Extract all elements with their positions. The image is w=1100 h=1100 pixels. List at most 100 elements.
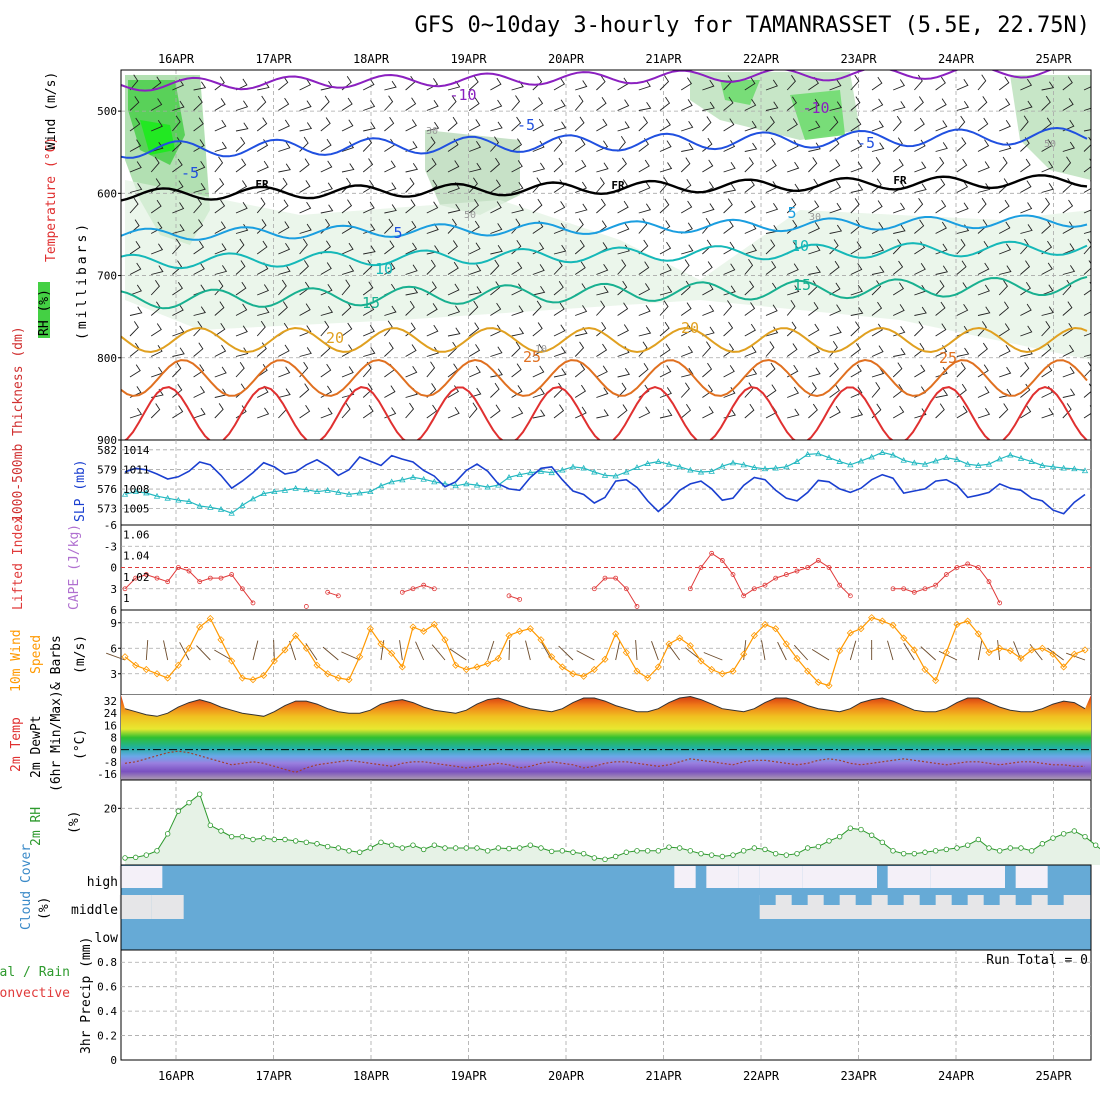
rh2m-point-1 — [132, 854, 139, 861]
upper-barb-562 — [341, 322, 353, 337]
wind-point-84 — [1017, 654, 1025, 663]
upper-barb-747 — [362, 404, 374, 419]
upper-barb-50 — [214, 98, 226, 111]
upper-barb-683 — [956, 362, 966, 378]
rh2m-point-70 — [868, 832, 875, 838]
upper-barb-280 — [214, 199, 226, 214]
li-point-82 — [997, 600, 1003, 606]
upper-barb-523 — [490, 302, 502, 316]
upper-barb-131 — [956, 115, 966, 132]
wind-barb-60 — [761, 640, 766, 661]
temp2m-label-1: 2m Temp — [9, 717, 24, 772]
rh2m-point-45 — [602, 856, 608, 863]
rh2m-point-28 — [420, 846, 427, 853]
slp-tick-0: 1014 — [123, 444, 150, 457]
wind-point-68 — [846, 629, 854, 637]
thickness-line — [124, 451, 1086, 514]
cloud-gap-75 — [919, 895, 936, 905]
thickness-point-59 — [751, 464, 758, 470]
upper-barb-761 — [659, 409, 673, 419]
li-point-48 — [634, 604, 640, 609]
upper-barb-544 — [935, 301, 946, 316]
upper-barb-99 — [278, 119, 290, 132]
rh2m-point-47 — [623, 849, 630, 855]
thickness-point-74 — [911, 459, 918, 466]
li-point-44 — [591, 586, 597, 592]
slp-tick-2: 1008 — [123, 483, 150, 496]
wind-point-15 — [281, 646, 289, 654]
upper-barb-206 — [596, 162, 609, 173]
upper-barb-330 — [299, 223, 312, 234]
rh2m-point-79 — [964, 842, 971, 848]
thickness-point-23 — [367, 488, 374, 495]
wind-point-81 — [985, 648, 993, 657]
upper-barb-36 — [893, 79, 906, 91]
upper-barb-479 — [532, 286, 546, 296]
upper-barb-476 — [469, 286, 482, 296]
upper-barb-116 — [638, 116, 649, 132]
isotherm-label-13: 20 — [681, 319, 699, 337]
thickness-point-14 — [271, 488, 278, 495]
rh2m-point-61 — [772, 850, 779, 857]
upper-barb-27 — [702, 79, 715, 91]
wind-point-43 — [580, 672, 588, 680]
upper-barb-90 — [1062, 98, 1074, 111]
upper-barb-522 — [468, 300, 479, 316]
upper-barb-213 — [744, 157, 754, 173]
wind-point-77 — [942, 648, 950, 657]
temp-fill — [121, 695, 1091, 780]
thickness-tick-3: 573 — [97, 503, 117, 516]
upper-barb-326 — [214, 221, 226, 234]
thickness-point-53 — [687, 466, 694, 473]
precip-grid — [121, 950, 1091, 1060]
thickness-point-79 — [964, 460, 971, 467]
upper-barb-39 — [956, 79, 969, 91]
upper-barb-208 — [638, 159, 650, 173]
upper-barb-109 — [490, 121, 503, 132]
upper-barb-235 — [235, 180, 248, 193]
wind-point-39 — [537, 636, 545, 644]
isotherm-label-3: 10 — [375, 260, 393, 278]
thickness-point-4 — [164, 494, 171, 501]
upper-barb-599 — [151, 344, 163, 357]
thickness-point-63 — [793, 458, 801, 464]
upper-barb-225 — [998, 156, 1008, 173]
upper-barb-175 — [914, 139, 926, 152]
thickness-point-11 — [239, 502, 246, 508]
rh2m-point-64 — [804, 845, 811, 851]
upper-barb-496 — [892, 282, 905, 296]
upper-barb-746 — [341, 402, 351, 419]
upper-barb-71 — [659, 96, 671, 111]
upper-barb-708 — [511, 385, 523, 398]
thickness-point-44 — [591, 468, 598, 475]
upper-barb-388 — [553, 244, 567, 255]
wind-point-79 — [964, 617, 972, 625]
upper-barb-319 — [1041, 197, 1051, 214]
upper-barb-37 — [914, 74, 923, 91]
wind-legend-label: Wind (m/s) — [44, 72, 59, 150]
upper-barb-418 — [214, 265, 228, 275]
upper-barb-752 — [468, 402, 478, 419]
temp-tick-2: 16 — [104, 719, 117, 732]
wind-point-8 — [206, 614, 214, 623]
upper-barb-196 — [384, 160, 396, 173]
upper-barb-320 — [1062, 199, 1074, 214]
upper-barb-441 — [702, 261, 713, 275]
date-label-top-25APR: 25APR — [1035, 52, 1072, 66]
temp2m-label-3: (6hr Min/Max) — [49, 690, 64, 792]
upper-barb-414 — [129, 262, 142, 275]
upper-barb-593 — [998, 323, 1010, 337]
upper-barb-612 — [426, 346, 439, 357]
cape-li-panel: -6 -3 0 3 6 1.06 1.04 1.02 1 Lifted Index CAPE (… — [11, 516, 1092, 617]
wind-point-31 — [452, 661, 460, 669]
upper-barb-350 — [723, 220, 734, 234]
rh2m-point-76 — [932, 848, 939, 854]
rh2m-point-81 — [986, 845, 992, 851]
li-segment-30 — [402, 584, 435, 593]
upper-barb-475 — [447, 283, 460, 296]
temp-lines — [121, 695, 1091, 774]
upper-barb-576 — [638, 326, 652, 337]
upper-barb-246 — [468, 177, 478, 193]
upper-barb-369 — [151, 243, 164, 255]
wind-barb-38 — [525, 640, 531, 661]
